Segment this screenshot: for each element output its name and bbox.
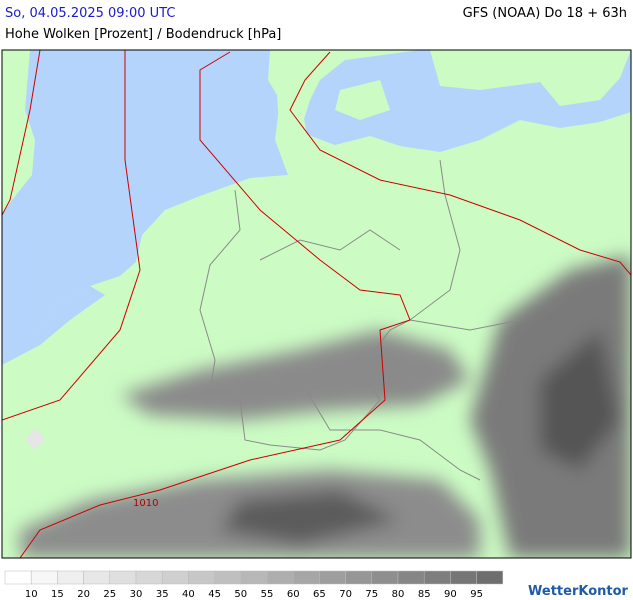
legend-swatch [371,570,399,585]
legend-swatch [423,570,451,585]
legend-swatch [161,570,189,585]
legend: 10 15 20 25 30 35 40 45 50 55 60 65 70 75 80 85 90 95 [4,570,504,600]
north-sea [2,50,288,345]
legend-swatch [188,570,215,585]
map-subtitle: Hohe Wolken [Prozent] / Bodendruck [hPa] [5,27,282,42]
legend-label: 75 [365,589,378,600]
legend-label: 70 [339,589,352,600]
legend-swatch [57,570,84,585]
legend-label: 90 [444,589,457,600]
denmark [275,50,325,152]
legend-label: 40 [182,589,195,600]
legend-label: 45 [208,589,221,600]
sweden [430,50,631,106]
legend-swatch [397,570,425,585]
legend-swatch [4,570,32,585]
legend-label: 25 [103,589,116,600]
legend-swatch [214,570,242,585]
legend-swatch [476,570,504,585]
legend-label: 15 [51,589,64,600]
legend-label: 10 [25,589,38,600]
map-frame [1,49,632,559]
legend-swatch [266,570,294,585]
legend-label: 30 [130,589,143,600]
legend-swatch [30,570,58,585]
legend-swatch [135,570,163,585]
legend-swatch [240,570,268,585]
legend-label: 35 [156,589,169,600]
legend-label: 20 [77,589,90,600]
cloud-cover [20,255,631,558]
cloud-patch [25,428,45,450]
channel [2,286,105,365]
legend-label: 80 [392,589,405,600]
borders [199,159,521,481]
model-run: GFS (NOAA) Do 18 + 63h [462,6,627,21]
legend-swatch [345,570,373,585]
island [335,80,390,120]
legend-swatch [292,570,320,585]
legend-swatch [450,570,477,585]
legend-label: 60 [287,589,300,600]
legend-swatch [109,570,137,585]
legend-label: 65 [313,589,326,600]
isobar-label: 1010 [133,498,158,509]
legend-swatch [83,570,111,585]
map-area: 1010 [2,50,631,558]
legend-label: 95 [470,589,483,600]
forecast-time: So, 04.05.2025 09:00 UTC [5,6,176,21]
logo: WetterKontor [528,584,629,599]
legend-label: 55 [261,589,274,600]
legend-swatch [319,570,346,585]
isobars [2,50,631,558]
legend-label: 50 [234,589,247,600]
legend-label: 85 [418,589,431,600]
